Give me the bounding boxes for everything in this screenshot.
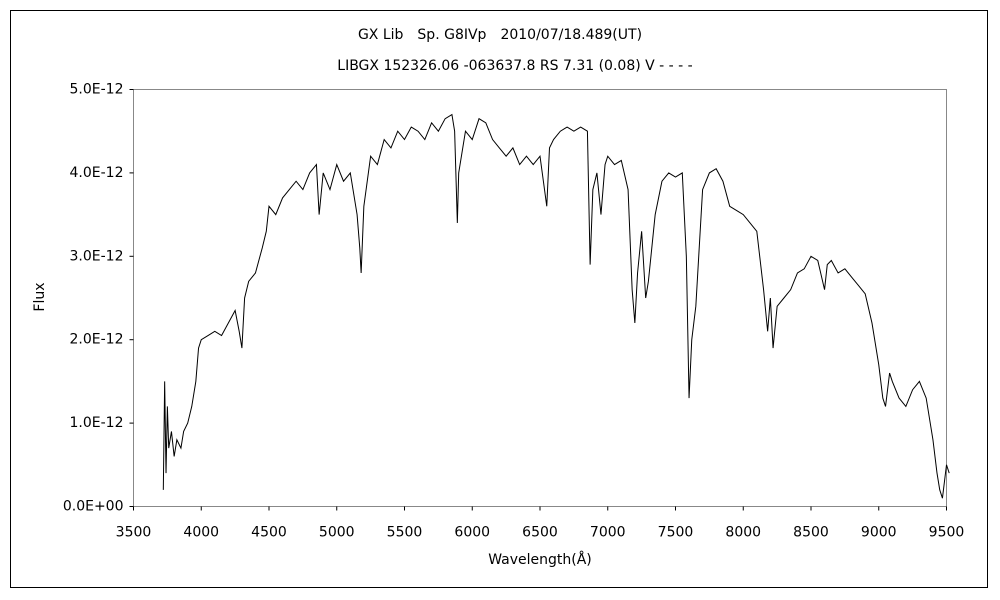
plot-area	[133, 89, 947, 507]
y-tick-label: 1.0E-12	[70, 415, 124, 431]
x-tick-label: 5500	[387, 525, 423, 541]
x-tick-label: 6000	[454, 525, 490, 541]
x-tick-label: 8000	[725, 525, 761, 541]
x-tick-label: 7500	[658, 525, 694, 541]
chart-subtitle: LIBGX 152326.06 -063637.8 RS 7.31 (0.08)…	[337, 58, 692, 74]
x-tick-label: 9500	[929, 525, 965, 541]
chart-title: GX Lib Sp. G8IVp 2010/07/18.489(UT)	[358, 27, 642, 43]
x-tick-label: 5000	[319, 525, 355, 541]
x-tick-label: 3500	[116, 525, 152, 541]
spectrum-line	[162, 113, 950, 499]
x-axis-label: Wavelength(Å)	[488, 551, 592, 568]
x-tick-label: 6500	[522, 525, 558, 541]
y-tick-label: 2.0E-12	[70, 332, 124, 348]
y-tick-label: 5.0E-12	[70, 82, 124, 98]
y-tick-label: 4.0E-12	[70, 165, 124, 181]
x-tick-label: 4500	[251, 525, 287, 541]
y-axis-label: Flux	[32, 282, 48, 311]
x-tick-label: 8500	[793, 525, 829, 541]
y-tick-label: 3.0E-12	[70, 248, 124, 264]
x-tick-label: 4000	[183, 525, 219, 541]
x-tick-label: 9000	[861, 525, 897, 541]
x-tick-label: 7000	[590, 525, 626, 541]
y-tick-label: 0.0E+00	[63, 499, 124, 515]
